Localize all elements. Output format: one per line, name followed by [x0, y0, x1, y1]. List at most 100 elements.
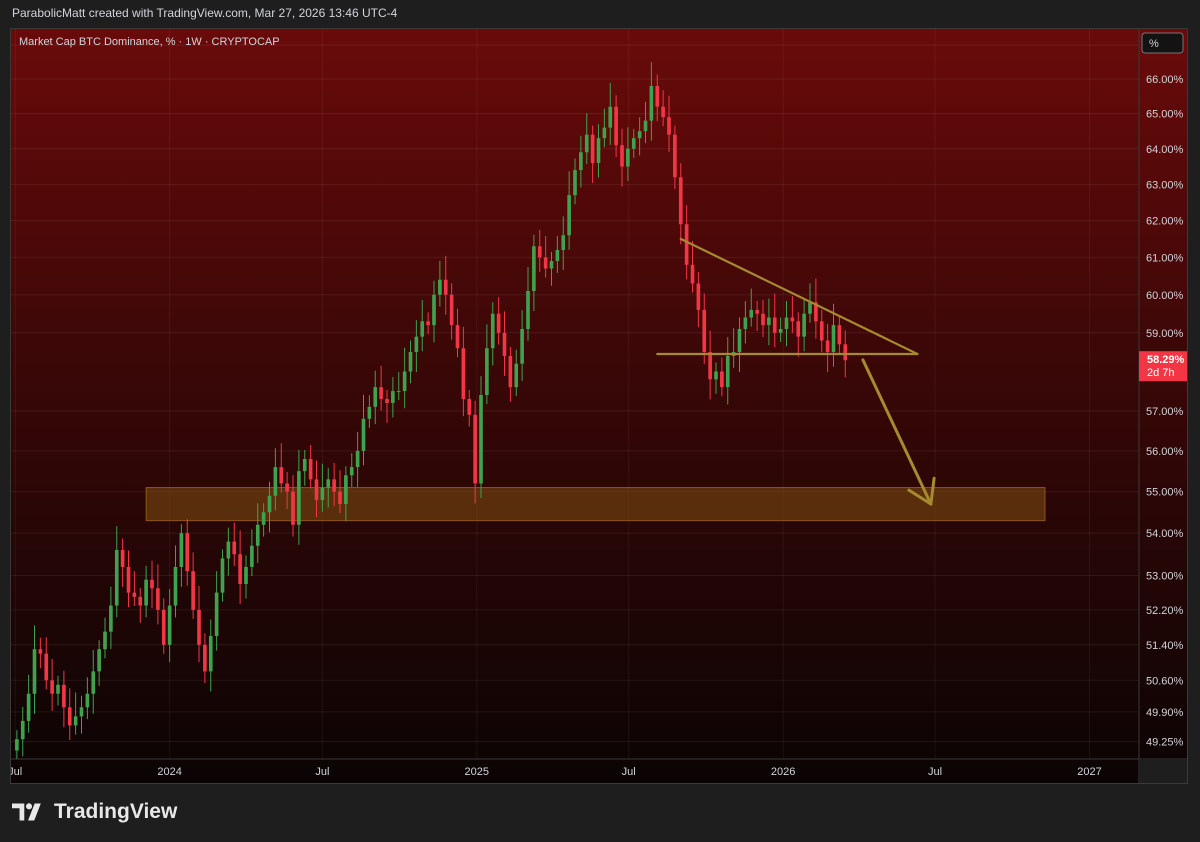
- candle: [379, 365, 383, 411]
- candle: [690, 240, 695, 293]
- candle: [38, 637, 43, 669]
- candle: [819, 309, 824, 353]
- candle: [432, 280, 436, 343]
- candle: [373, 370, 378, 425]
- candle: [461, 326, 466, 417]
- candle: [543, 235, 548, 278]
- candle: [438, 260, 442, 307]
- tradingview-brand: TradingView: [12, 800, 177, 824]
- candle: [173, 545, 178, 618]
- candle: [167, 589, 172, 663]
- candle: [126, 550, 131, 608]
- candle: [655, 74, 660, 122]
- y-tick-label: 63.00%: [1146, 179, 1184, 191]
- support-zone[interactable]: [145, 487, 1046, 522]
- descending-trendline[interactable]: [679, 237, 919, 356]
- y-tick-label: 57.00%: [1146, 406, 1184, 418]
- y-tick-label: 55.00%: [1146, 487, 1184, 499]
- candle: [749, 288, 754, 327]
- candle: [144, 565, 148, 618]
- x-tick-label: Jul: [11, 766, 22, 778]
- candle: [696, 271, 701, 328]
- x-tick-label: Jul: [622, 766, 636, 778]
- bar-countdown: 2d 7h: [1147, 367, 1175, 379]
- candle: [573, 158, 577, 205]
- candle: [514, 349, 519, 397]
- candle: [250, 529, 254, 576]
- candle: [320, 463, 325, 512]
- candle: [344, 466, 348, 522]
- candle: [537, 229, 542, 272]
- candle: [790, 296, 795, 334]
- tradingview-logo-icon: [12, 803, 41, 821]
- candle: [714, 362, 718, 394]
- y-tick-label: 66.00%: [1146, 74, 1184, 86]
- y-tick-label: 49.90%: [1146, 707, 1184, 719]
- candle: [590, 125, 595, 183]
- candle: [555, 235, 560, 273]
- candle: [261, 503, 266, 537]
- chart-title: Market Cap BTC Dominance, % · 1W · CRYPT…: [19, 36, 280, 48]
- axis-corner: [1139, 759, 1187, 783]
- y-tick-label: 60.00%: [1146, 290, 1184, 302]
- candle: [349, 453, 354, 488]
- candle: [702, 293, 707, 364]
- candle: [185, 519, 190, 586]
- axes-layer: 67.00%66.00%65.00%64.00%63.00%62.00%61.0…: [11, 29, 1187, 783]
- candle: [825, 324, 830, 373]
- x-tick-label: 2024: [157, 766, 181, 778]
- candle: [414, 320, 419, 373]
- candle: [308, 444, 313, 489]
- chart-credit: ParabolicMatt created with TradingView.c…: [12, 6, 398, 20]
- candle: [608, 82, 613, 145]
- candle: [678, 163, 683, 245]
- unit-button[interactable]: %: [1141, 32, 1184, 54]
- candle: [602, 108, 607, 148]
- candle: [673, 125, 677, 190]
- candle: [385, 389, 389, 423]
- candle: [767, 298, 771, 346]
- candle: [725, 337, 730, 405]
- candle: [291, 475, 295, 537]
- candle: [720, 357, 724, 397]
- candle: [614, 95, 618, 158]
- price-chart[interactable]: 67.00%66.00%65.00%64.00%63.00%62.00%61.0…: [11, 29, 1187, 783]
- candle: [561, 216, 566, 270]
- candle: [808, 283, 812, 323]
- candle: [502, 311, 507, 376]
- candle: [532, 234, 536, 312]
- x-tick-label: 2027: [1077, 766, 1101, 778]
- candle: [79, 695, 84, 734]
- candle: [232, 522, 237, 567]
- x-tick-label: 2026: [771, 766, 795, 778]
- candle: [772, 293, 777, 348]
- candle: [56, 675, 60, 706]
- candle: [837, 316, 842, 354]
- candle: [490, 302, 495, 366]
- candle: [579, 135, 583, 188]
- projection-arrow[interactable]: [861, 358, 936, 506]
- chart-panel[interactable]: 67.00%66.00%65.00%64.00%63.00%62.00%61.0…: [10, 28, 1188, 784]
- candle: [150, 560, 154, 609]
- candle: [420, 299, 425, 352]
- candle: [361, 394, 366, 466]
- candle: [449, 283, 454, 340]
- candle: [443, 255, 448, 315]
- candle: [596, 124, 601, 178]
- candle: [50, 658, 54, 712]
- candle: [44, 637, 49, 690]
- y-tick-label: 65.00%: [1146, 109, 1184, 121]
- candle: [743, 301, 748, 344]
- candle: [802, 299, 806, 352]
- candle: [332, 462, 336, 507]
- candle: [708, 330, 712, 400]
- candle: [755, 300, 759, 331]
- candle: [62, 670, 66, 728]
- candle: [26, 674, 31, 733]
- candle: [109, 586, 113, 649]
- y-tick-label: 50.60%: [1146, 675, 1184, 687]
- candle: [97, 640, 101, 686]
- candle: [91, 649, 96, 714]
- candle: [485, 324, 489, 405]
